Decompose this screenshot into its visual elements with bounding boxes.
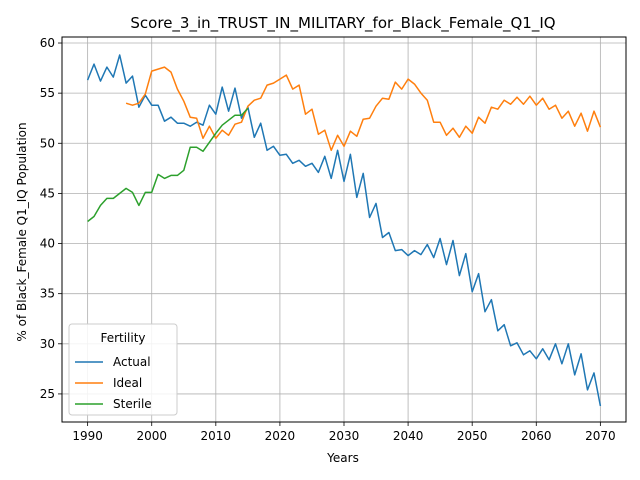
series-line-actual <box>86 54 602 407</box>
axis-ticks: 1990 2000 2010 2020 2030 2040 2050 2060 2070 25 30… <box>40 36 616 443</box>
legend-title: Fertility <box>100 331 145 345</box>
y-tick-label: 45 <box>40 186 55 200</box>
y-axis-label: % of Black_Female Q1_IQ Population <box>15 122 29 341</box>
x-tick-label: 2030 <box>329 429 360 443</box>
y-tick-label: 55 <box>40 86 55 100</box>
y-tick-label: 60 <box>40 36 55 50</box>
y-tick-label: 50 <box>40 136 55 150</box>
series-line-ideal <box>125 66 602 152</box>
chart-title: Score_3_in_TRUST_IN_MILITARY_for_Black_F… <box>130 14 555 33</box>
legend-box <box>68 323 178 416</box>
x-tick-label: 2070 <box>585 429 616 443</box>
y-tick-label: 25 <box>40 387 55 401</box>
y-tick-label: 35 <box>40 287 55 301</box>
series-layer <box>86 54 602 407</box>
y-tick-label: 40 <box>40 237 55 251</box>
x-tick-label: 2060 <box>521 429 552 443</box>
x-axis-label: Years <box>326 451 359 465</box>
x-tick-label: 2050 <box>457 429 488 443</box>
series-line-sterile <box>87 107 249 223</box>
x-tick-label: 2020 <box>265 429 296 443</box>
legend-label-ideal: Ideal <box>113 376 142 390</box>
x-tick-label: 2010 <box>201 429 232 443</box>
legend: Fertility Actual Ideal Sterile <box>68 323 178 416</box>
x-tick-label: 1990 <box>72 429 103 443</box>
x-tick-label: 2000 <box>136 429 167 443</box>
legend-label-actual: Actual <box>113 355 151 369</box>
legend-label-sterile: Sterile <box>113 397 152 411</box>
y-tick-label: 30 <box>40 337 55 351</box>
x-tick-label: 2040 <box>393 429 424 443</box>
